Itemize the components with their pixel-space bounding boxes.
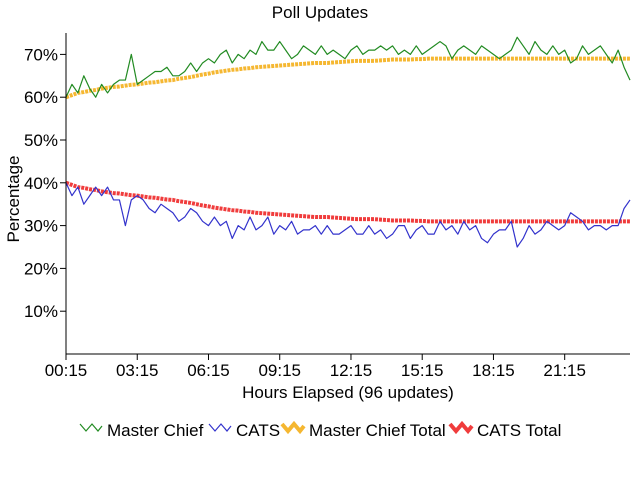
x-tick-label: 03:15 [116,361,159,380]
x-tick-label: 18:15 [472,361,515,380]
x-tick-label: 06:15 [187,361,230,380]
x-tick-label: 00:15 [45,361,88,380]
legend-label: Master Chief [107,421,204,440]
y-axis-title: Percentage [4,156,23,243]
y-tick-label: 60% [24,88,58,107]
y-tick-label: 50% [24,131,58,150]
legend-swatch-master-chief-total [280,420,306,435]
series-line-cats [65,182,631,248]
y-tick-label: 20% [24,259,58,278]
series-line-master-chief [65,36,631,98]
y-axis-ticks: 10% 20% 30% 40% 50% 60% 70% [24,45,66,321]
legend-swatch-master-chief [79,423,103,432]
legend: Master Chief CATS Master Chief Total CATS T… [79,420,561,440]
x-tick-label: 12:15 [330,361,373,380]
y-tick-label: 30% [24,217,58,236]
y-tick-label: 10% [24,302,58,321]
x-tick-label: 21:15 [543,361,586,380]
chart-title: Poll Updates [272,3,368,22]
series-line-cats-total [65,180,630,224]
legend-label: CATS [236,421,280,440]
series-layer [65,36,631,248]
y-tick-label: 40% [24,174,58,193]
y-tick-label: 70% [24,45,58,64]
legend-swatch-cats-total [448,420,474,435]
legend-label: Master Chief Total [309,421,446,440]
x-axis-ticks: 00:15 03:15 06:15 09:15 12:15 15:15 18:15 21:15 [45,354,586,380]
legend-label: CATS Total [477,421,561,440]
legend-swatch-cats [208,423,232,432]
x-axis-title: Hours Elapsed (96 updates) [242,383,454,402]
x-tick-label: 09:15 [258,361,301,380]
series-line-master-chief-total [65,56,630,100]
x-tick-label: 15:15 [401,361,444,380]
